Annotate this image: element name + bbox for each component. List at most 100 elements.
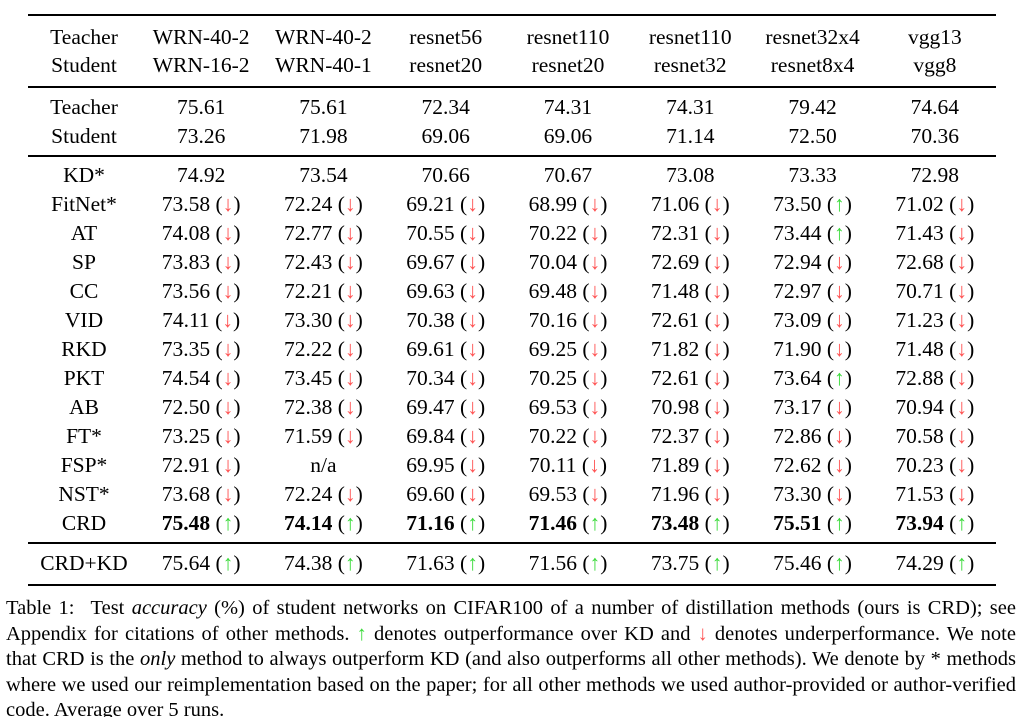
method-label: VID bbox=[64, 308, 104, 332]
down-arrow-icon: ↓ bbox=[711, 482, 723, 506]
accuracy-value: 73.94 bbox=[895, 511, 944, 535]
accuracy-value: 69.84 bbox=[406, 424, 455, 448]
pair-teacher: WRN-40-2 bbox=[275, 25, 372, 49]
accuracy-value: 75.48 bbox=[161, 511, 211, 535]
method-label: KD* bbox=[63, 163, 105, 187]
accuracy-cell: 71.53 (↓) bbox=[895, 482, 975, 506]
down-arrow-icon: ↓ bbox=[589, 482, 601, 506]
accuracy-value: 74.31 bbox=[666, 95, 715, 119]
accuracy-value: 75.64 bbox=[161, 551, 211, 575]
pair-student: vgg8 bbox=[913, 53, 957, 77]
accuracy-cell: 71.96 (↓) bbox=[650, 482, 730, 506]
accuracy-cell: 74.54 (↓) bbox=[161, 366, 241, 390]
accuracy-value: 70.16 bbox=[528, 308, 577, 332]
accuracy-value: 68.99 bbox=[528, 192, 577, 216]
down-arrow-icon: ↓ bbox=[956, 279, 968, 303]
pair-student: resnet32 bbox=[653, 53, 727, 77]
up-arrow-icon: ↑ bbox=[589, 511, 601, 535]
table-row: FitNet* 73.58 (↓) 72.24 (↓) 69.21 (↓) 68.99 … bbox=[28, 190, 996, 219]
down-arrow-icon: ↓ bbox=[834, 250, 845, 274]
accuracy-value: 69.48 bbox=[528, 279, 577, 303]
accuracy-cell: 73.30 (↓) bbox=[773, 482, 852, 506]
accuracy-value: 70.04 bbox=[528, 250, 577, 274]
down-arrow-icon: ↓ bbox=[222, 453, 234, 477]
accuracy-value: 69.06 bbox=[543, 124, 593, 148]
accuracy-cell: 75.51 (↑) bbox=[773, 511, 852, 535]
accuracy-value: 70.34 bbox=[406, 366, 455, 390]
accuracy-value: 70.38 bbox=[406, 308, 455, 332]
down-arrow-icon: ↓ bbox=[711, 192, 723, 216]
accuracy-value: 73.30 bbox=[284, 308, 333, 332]
method-label: FitNet* bbox=[51, 192, 117, 216]
accuracy-cell: 72.31 (↓) bbox=[650, 221, 730, 245]
method-label: Teacher bbox=[50, 25, 118, 49]
table-row: VID 74.11 (↓) 73.30 (↓) 70.38 (↓) 70.16 (↓) 7… bbox=[28, 306, 996, 335]
accuracy-value: 73.75 bbox=[650, 551, 700, 575]
up-arrow-icon: ↑ bbox=[344, 551, 356, 575]
accuracy-value: 74.29 bbox=[895, 551, 944, 575]
accuracy-cell: 69.25 (↓) bbox=[528, 337, 608, 361]
accuracy-value: 72.94 bbox=[773, 250, 822, 274]
accuracy-value: 74.14 bbox=[284, 511, 333, 535]
accuracy-cell: 70.66 bbox=[385, 156, 507, 190]
accuracy-cell: 74.11 (↓) bbox=[162, 308, 241, 332]
accuracy-cell: 68.99 (↓) bbox=[528, 192, 608, 216]
down-arrow-icon: ↓ bbox=[711, 424, 723, 448]
down-arrow-icon: ↓ bbox=[589, 453, 600, 477]
accuracy-cell: 72.22 (↓) bbox=[284, 337, 363, 361]
accuracy-cell: 74.64 bbox=[874, 87, 996, 122]
up-arrow-icon: ↑ bbox=[834, 192, 845, 216]
down-arrow-icon: ↓ bbox=[344, 250, 356, 274]
accuracy-value: 73.17 bbox=[773, 395, 822, 419]
accuracy-cell: 72.98 bbox=[874, 156, 996, 190]
accuracy-cell: 73.64 (↑) bbox=[773, 366, 852, 390]
method-label: FSP* bbox=[60, 453, 108, 477]
method-label: CRD bbox=[61, 511, 107, 535]
down-arrow-icon: ↓ bbox=[344, 366, 356, 390]
accuracy-value: 72.34 bbox=[421, 95, 470, 119]
caption-segment: only bbox=[140, 648, 176, 671]
down-arrow-icon: ↓ bbox=[467, 395, 478, 419]
accuracy-value: 70.22 bbox=[528, 221, 577, 245]
down-arrow-icon: ↓ bbox=[711, 395, 723, 419]
method-label: NST* bbox=[58, 482, 110, 506]
accuracy-cell: 73.48 (↑) bbox=[650, 511, 730, 535]
down-arrow-icon: ↓ bbox=[956, 482, 968, 506]
accuracy-cell: 71.48 (↓) bbox=[895, 337, 975, 361]
accuracy-cell: 73.56 (↓) bbox=[161, 279, 241, 303]
accuracy-value: 73.68 bbox=[161, 482, 211, 506]
accuracy-cell: 71.90 (↓) bbox=[773, 337, 852, 361]
accuracy-cell: 72.86 (↓) bbox=[773, 424, 852, 448]
down-arrow-icon: ↓ bbox=[344, 221, 356, 245]
down-arrow-icon: ↓ bbox=[467, 221, 478, 245]
accuracy-value: 75.46 bbox=[773, 551, 822, 575]
accuracy-value: 70.22 bbox=[528, 424, 577, 448]
pair-student: resnet20 bbox=[409, 53, 483, 77]
accuracy-value: 72.31 bbox=[650, 221, 700, 245]
accuracy-cell: 75.46 (↑) bbox=[773, 551, 852, 575]
up-arrow-icon: ↑ bbox=[711, 551, 723, 575]
pair-teacher: resnet110 bbox=[526, 25, 610, 49]
pair-student: WRN-16-2 bbox=[152, 53, 250, 77]
accuracy-cell: 70.16 (↓) bbox=[528, 308, 608, 332]
accuracy-value: 70.58 bbox=[895, 424, 944, 448]
down-arrow-icon: ↓ bbox=[467, 424, 478, 448]
accuracy-value: 71.02 bbox=[895, 192, 944, 216]
results-table: Teacher WRN-40-2 WRN-40-2 resnet56 resnet110… bbox=[28, 14, 996, 586]
pair-teacher: vgg13 bbox=[907, 25, 962, 49]
accuracy-value: 73.83 bbox=[161, 250, 211, 274]
accuracy-cell: 74.08 (↓) bbox=[161, 221, 241, 245]
accuracy-cell: 72.21 (↓) bbox=[284, 279, 363, 303]
down-arrow-icon: ↓ bbox=[344, 337, 356, 361]
down-arrow-icon: ↓ bbox=[711, 250, 723, 274]
header-row-student: Student WRN-16-2 WRN-40-1 resnet20 resnet20 r… bbox=[28, 51, 996, 87]
down-arrow-icon: ↓ bbox=[834, 424, 845, 448]
accuracy-cell: 75.48 (↑) bbox=[161, 511, 241, 535]
accuracy-value: 72.24 bbox=[284, 192, 333, 216]
down-arrow-icon: ↓ bbox=[589, 395, 601, 419]
accuracy-value: 72.43 bbox=[284, 250, 333, 274]
accuracy-cell: 72.34 bbox=[385, 87, 507, 122]
down-arrow-icon: ↓ bbox=[344, 424, 356, 448]
accuracy-value: 73.26 bbox=[176, 124, 226, 148]
accuracy-value: 72.68 bbox=[895, 250, 944, 274]
